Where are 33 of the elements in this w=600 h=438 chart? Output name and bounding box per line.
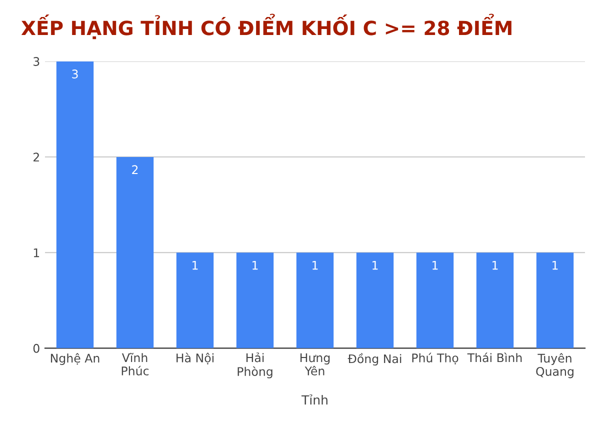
x-tick-label: Đồng Nai xyxy=(348,353,402,366)
bar xyxy=(536,252,574,348)
bar xyxy=(296,252,334,348)
x-tick-label: Nghệ An xyxy=(50,353,100,365)
x-tick-label: Hải Phòng xyxy=(238,352,272,378)
data-label: 3 xyxy=(72,70,78,78)
data-label: 1 xyxy=(252,260,258,270)
y-tick-label: 3 xyxy=(34,57,40,66)
chart-title: XẾP HẠNG TỈNH CÓ ĐIỂM KHỐI C >= 28 ĐIỂM xyxy=(21,14,512,40)
bar xyxy=(116,156,154,348)
x-tick-label: Phú Thọ xyxy=(412,352,458,364)
x-axis-title: Tỉnh xyxy=(301,394,328,404)
y-tick-label: 2 xyxy=(33,152,39,162)
bar xyxy=(356,252,394,348)
data-label: 1 xyxy=(312,260,318,270)
data-label: 2 xyxy=(132,165,138,174)
bar xyxy=(416,252,454,348)
y-tick-label: 0 xyxy=(33,344,40,353)
data-label: 1 xyxy=(492,260,498,270)
data-label: 1 xyxy=(432,260,438,270)
y-tick-label: 1 xyxy=(34,248,40,258)
x-tick-label: Hà Nội xyxy=(176,352,214,364)
x-tick-label: Thái Bình xyxy=(467,352,522,362)
bar xyxy=(176,252,214,348)
data-label: 1 xyxy=(372,260,378,270)
bar xyxy=(56,61,94,348)
data-label: 1 xyxy=(192,260,198,270)
x-tick-label: Tuyên Quang xyxy=(536,353,574,378)
bar xyxy=(236,252,274,348)
data-label: 1 xyxy=(552,260,558,270)
bar xyxy=(476,252,514,348)
x-tick-label: Vĩnh Phúc xyxy=(122,352,149,376)
x-tick-label: Hưng Yên xyxy=(300,353,330,376)
